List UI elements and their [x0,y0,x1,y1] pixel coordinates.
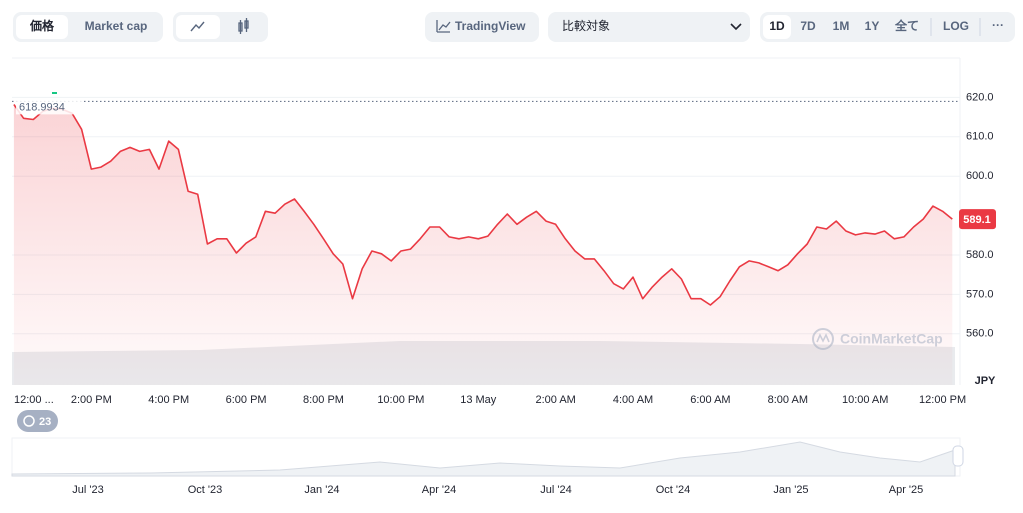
y-tick-label: 560.0 [966,328,994,340]
price-label: 589.1 [963,214,991,226]
market-cap-button[interactable]: Market cap [85,19,148,33]
x-tick-label: 12:00 ... [14,394,54,406]
high-label-bg [16,100,82,115]
badge[interactable] [17,410,58,432]
y-unit: JPY [975,375,996,387]
x-tick-label: 6:00 AM [690,394,730,406]
candle-icon[interactable] [238,18,249,34]
range-button[interactable]: 1D [769,19,785,33]
y-tick-label: 580.0 [966,249,994,261]
navigator-label: Oct '23 [188,484,223,496]
x-tick-label: 4:00 AM [613,394,653,406]
x-tick-label: 2:00 AM [535,394,575,406]
x-tick-label: 10:00 AM [842,394,888,406]
x-tick-label: 12:00 PM [919,394,966,406]
navigator-label: Apr '24 [422,484,457,496]
tradingview-label: TradingView [455,19,526,33]
x-tick-label: 13 May [460,394,497,406]
navigator-label: Jul '23 [72,484,103,496]
area-fill [13,104,953,385]
range-button[interactable]: 全て [894,18,919,33]
price-label-bg [959,209,996,230]
high-label: 618.9934 [19,101,65,113]
badge-count: 23 [39,416,51,428]
x-tick-label: 8:00 AM [768,394,808,406]
y-tick-label: 610.0 [966,131,994,143]
tradingview-icon [436,20,451,33]
x-tick-label: 8:00 PM [303,394,344,406]
range-button[interactable]: 7D [800,19,816,33]
x-tick-label: 10:00 PM [377,394,424,406]
dropdown-arrow [730,23,742,31]
navigator-label: Apr '25 [889,484,924,496]
price-label: 価格 [29,18,55,33]
range-button[interactable]: 1M [833,19,850,33]
range-active [763,15,791,39]
range-group [760,12,1015,42]
range-button[interactable]: 1Y [865,19,880,33]
log-button[interactable]: LOG [943,19,969,33]
navigator-handle[interactable] [952,445,964,467]
x-tick-label: 6:00 PM [226,394,267,406]
y-tick-label: 600.0 [966,170,994,182]
y-tick-label: 620.0 [966,91,994,103]
navigator-label: Jul '24 [540,484,571,496]
navigator-label: Oct '24 [656,484,691,496]
navigator-label: Jan '25 [773,484,808,496]
watermark-text: CoinMarketCap [840,331,943,347]
y-tick-label: 570.0 [966,288,994,300]
line-icon [190,21,205,32]
x-tick-label: 4:00 PM [148,394,189,406]
x-tick-label: 2:00 PM [71,394,112,406]
toolbar: 価格 Market cap TradingView 比較対象 1D 7D 1M 1Y 全… [13,12,1015,42]
more-button[interactable]: ··· [992,18,1004,32]
price-line [13,104,953,306]
navigator-label: Jan '24 [304,484,339,496]
watermark: CoinMarketCap [812,328,943,350]
badge-icon [23,415,35,427]
price-button[interactable] [16,15,68,39]
tradingview-button[interactable] [425,12,539,42]
compare-label: 比較対象 [562,18,610,33]
compare-dropdown[interactable] [548,12,750,42]
